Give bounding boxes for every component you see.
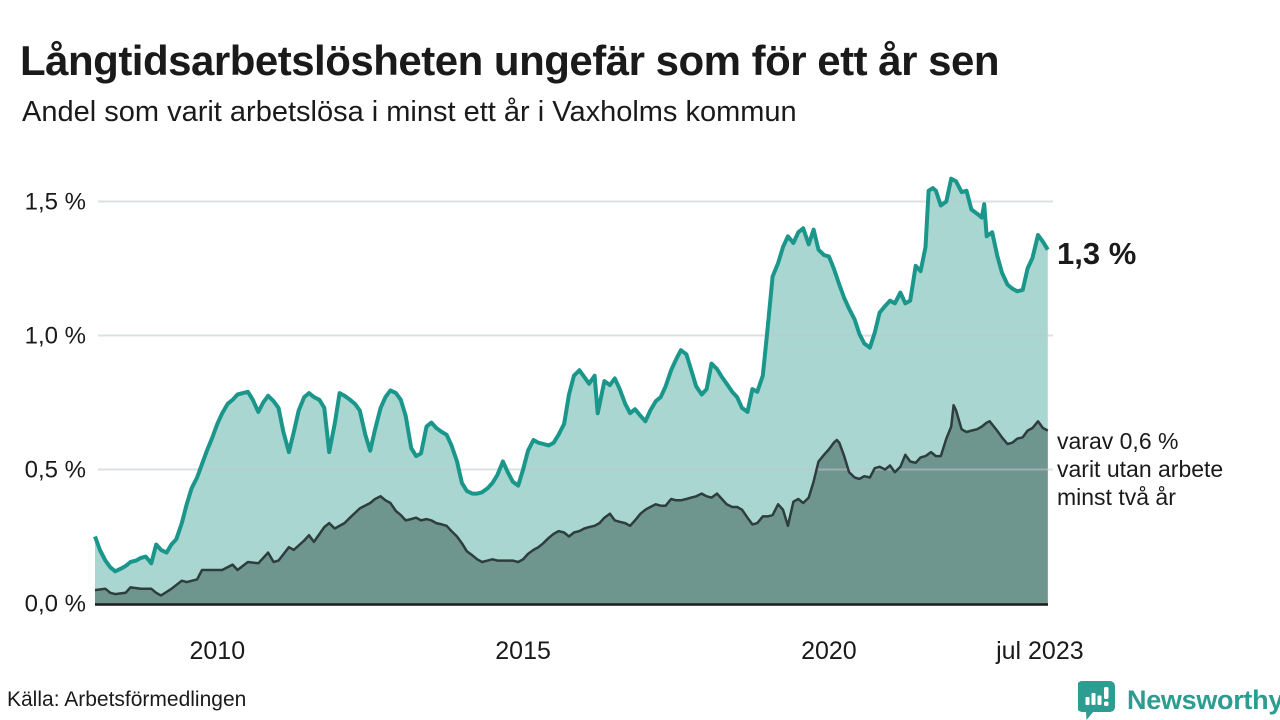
newsworthy-logo[interactable]: Newsworthy (1078, 681, 1280, 720)
area-fill-min-two-years (95, 405, 1048, 604)
y-axis-tick-label: 1,5 % (25, 189, 86, 216)
y-axis-tick-label: 0,0 % (25, 591, 86, 618)
series-line-min-one-year (93, 176, 1050, 574)
y-axis-tick-label: 0,5 % (25, 457, 86, 484)
source-attribution: Källa: Arbetsförmedlingen (7, 688, 247, 711)
x-axis-tick-label: jul 2023 (995, 637, 1084, 665)
page-title: Långtidsarbetslösheten ungefär som för e… (20, 37, 1000, 85)
latest-value-label: 1,3 % (1057, 236, 1137, 271)
x-axis-tick-label: 2010 (190, 637, 246, 665)
newsworthy-logo-icon (1078, 681, 1115, 720)
chart-subtitle: Andel som varit arbetslösa i minst ett å… (22, 96, 797, 128)
x-axis-tick-label: 2015 (495, 637, 551, 665)
newsworthy-logo-text: Newsworthy (1127, 685, 1280, 715)
x-axis-tick-label: 2020 (801, 637, 857, 665)
series-line-min-two-years (94, 403, 1049, 597)
y-axis-tick-label: 1,0 % (25, 323, 86, 350)
secondary-value-label: varav 0,6 % varit utan arbete minst två … (1057, 428, 1224, 510)
